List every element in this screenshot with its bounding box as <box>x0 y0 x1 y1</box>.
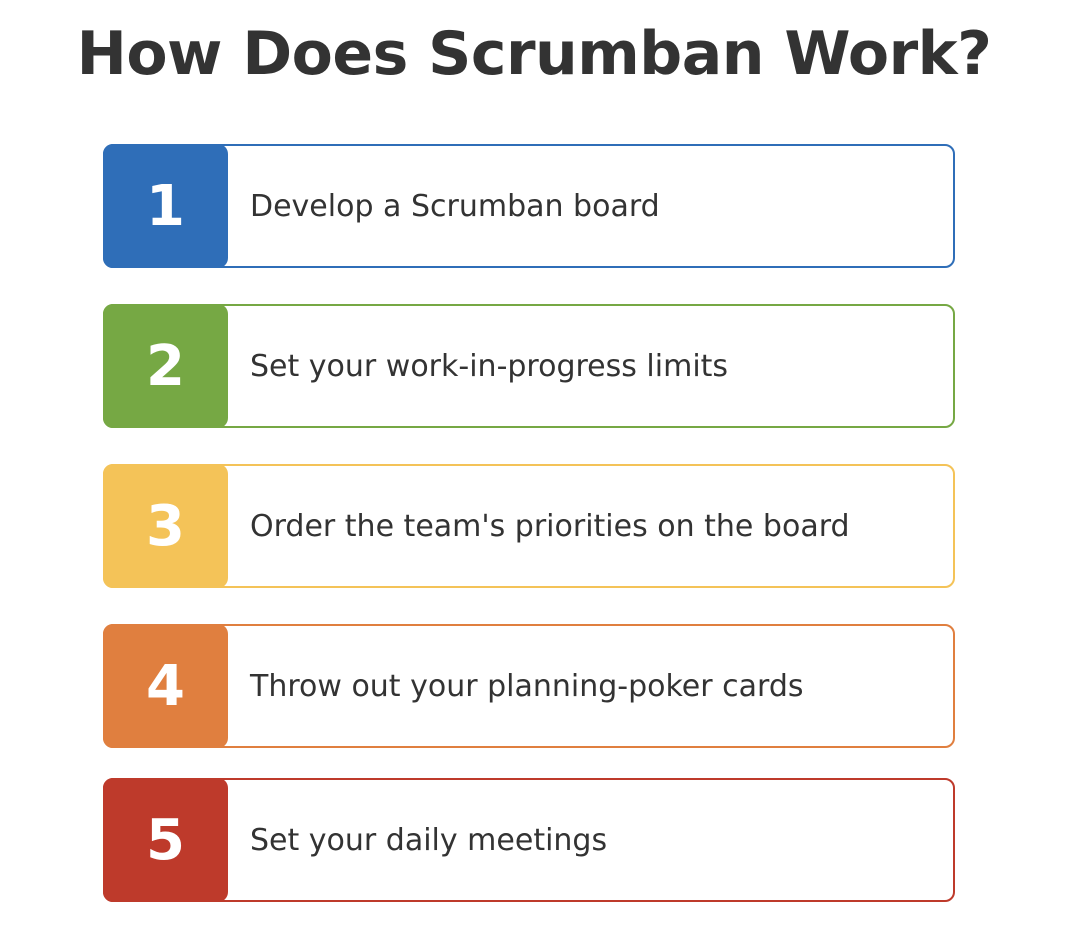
step-5-label: Set your daily meetings <box>250 822 608 858</box>
step-3-frame <box>103 464 955 588</box>
step-1-label: Develop a Scrumban board <box>250 188 660 224</box>
step-4-number-badge: 4 <box>103 624 228 748</box>
step-5: 5 Set your daily meetings <box>103 778 955 902</box>
step-2-label: Set your work-in-progress limits <box>250 348 729 384</box>
step-3-label: Order the team's priorities on the board <box>250 508 850 544</box>
step-4-label: Throw out your planning-poker cards <box>250 668 804 704</box>
step-1: 1 Develop a Scrumban board <box>103 144 955 268</box>
step-3: 3 Order the team's priorities on the boa… <box>103 464 955 588</box>
step-5-frame <box>103 778 955 902</box>
step-2: 2 Set your work-in-progress limits <box>103 304 955 428</box>
step-2-frame <box>103 304 955 428</box>
page-title: How Does Scrumban Work? <box>76 19 992 89</box>
step-3-number-badge: 3 <box>103 464 228 588</box>
step-1-frame <box>103 144 955 268</box>
step-2-number-badge: 2 <box>103 304 228 428</box>
step-4: 4 Throw out your planning-poker cards <box>103 624 955 748</box>
step-1-number-badge: 1 <box>103 144 228 268</box>
step-5-number-badge: 5 <box>103 778 228 902</box>
step-4-frame <box>103 624 955 748</box>
